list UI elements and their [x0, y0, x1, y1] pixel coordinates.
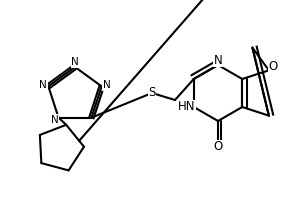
Text: N: N [214, 53, 222, 66]
Text: HN: HN [178, 100, 196, 114]
Text: S: S [148, 86, 156, 99]
Text: N: N [51, 115, 58, 125]
Text: N: N [40, 80, 47, 90]
Text: N: N [71, 57, 79, 67]
Text: O: O [268, 60, 278, 73]
Text: N: N [103, 80, 110, 90]
Text: O: O [213, 140, 223, 154]
